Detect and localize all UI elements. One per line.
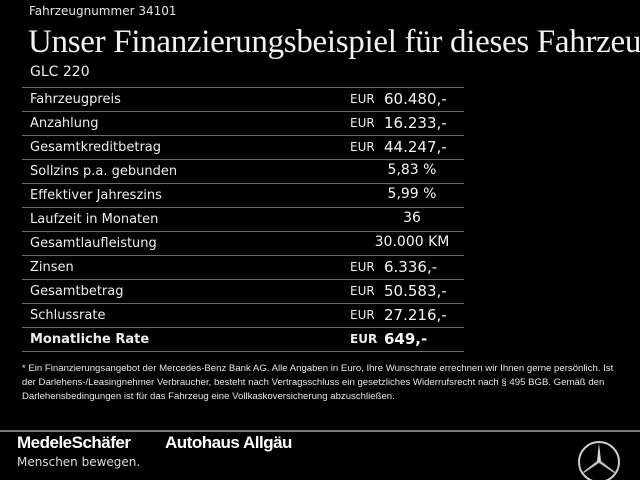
row-currency: EUR — [350, 284, 375, 298]
row-label: Schlussrate — [30, 308, 106, 323]
row-currency: EUR — [350, 332, 378, 346]
row-label: Monatliche Rate — [30, 332, 150, 347]
row-value: 50.583,- — [384, 282, 447, 300]
table-row: Gesamtlaufleistung 30.000 KM — [22, 232, 464, 256]
table-row: Effektiver Jahreszins 5,99 % — [22, 184, 464, 208]
table-row: Gesamtbetrag EUR 50.583,- — [22, 280, 464, 304]
footnote: * Ein Finanzierungsangebot der Mercedes-… — [22, 363, 614, 402]
slogan: Menschen bewegen. — [17, 455, 141, 469]
vehicle-number: Fahrzeugnummer 34101 — [29, 4, 177, 18]
table-row: Zinsen EUR 6.336,- — [22, 256, 464, 280]
table-row: Schlussrate EUR 27.216,- — [22, 304, 464, 328]
footer-divider — [0, 430, 640, 432]
table-row: Laufzeit in Monaten 36 — [22, 208, 464, 232]
dealer-logo-2: Autohaus Allgäu — [165, 433, 292, 452]
model-name: GLC 220 — [30, 64, 90, 80]
row-value: 60.480,- — [384, 90, 447, 108]
table-row: Sollzins p.a. gebunden 5,83 % — [22, 160, 464, 184]
row-label: Zinsen — [30, 260, 74, 275]
mercedes-star-icon — [578, 441, 620, 480]
table-row: Monatliche Rate EUR 649,- — [22, 328, 464, 352]
row-value: 36 — [403, 210, 421, 226]
row-label: Laufzeit in Monaten — [30, 212, 159, 227]
row-label: Gesamtbetrag — [30, 284, 124, 299]
row-label: Anzahlung — [30, 116, 99, 131]
dealer-logo: MedeleSchäfer — [17, 433, 131, 452]
row-label: Fahrzeugpreis — [30, 92, 121, 107]
table-row: Anzahlung EUR 16.233,- — [22, 112, 464, 136]
row-value: 6.336,- — [384, 258, 438, 276]
row-currency: EUR — [350, 92, 375, 106]
row-label: Gesamtkreditbetrag — [30, 140, 162, 155]
row-label: Effektiver Jahreszins — [30, 188, 162, 203]
row-value: 30.000 KM — [374, 234, 450, 250]
row-currency: EUR — [350, 116, 375, 130]
row-currency: EUR — [350, 260, 375, 274]
row-value: 16.233,- — [384, 114, 447, 132]
table-row: Gesamtkreditbetrag EUR 44.247,- — [22, 136, 464, 160]
row-currency: EUR — [350, 308, 375, 322]
row-label: Sollzins p.a. gebunden — [30, 164, 178, 179]
row-value: 27.216,- — [384, 306, 447, 324]
row-value: 5,83 % — [387, 162, 437, 178]
row-value: 5,99 % — [387, 186, 437, 202]
page-title: Unser Finanzierungsbeispiel für dieses F… — [28, 24, 640, 60]
row-value: 44.247,- — [384, 138, 447, 156]
financing-table: Fahrzeugpreis EUR 60.480,- Anzahlung EUR 16.2… — [22, 87, 464, 352]
table-row: Fahrzeugpreis EUR 60.480,- — [22, 88, 464, 112]
row-label: Gesamtlaufleistung — [30, 236, 157, 251]
row-currency: EUR — [350, 140, 375, 154]
row-value: 649,- — [384, 330, 428, 348]
